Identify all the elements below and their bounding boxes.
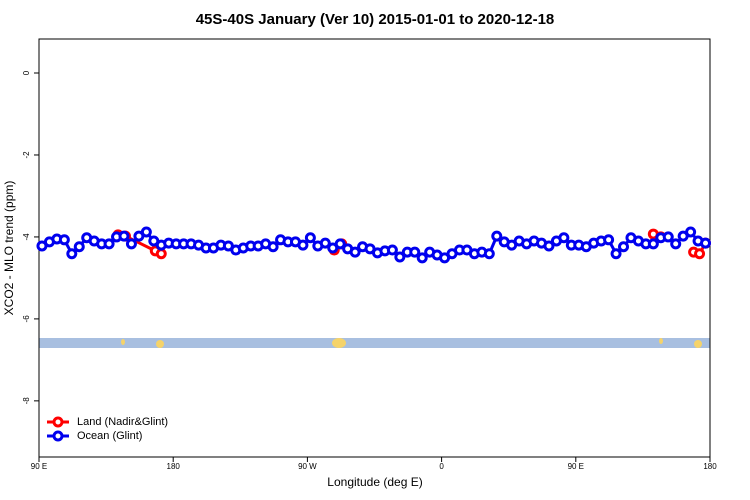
x-tick-label: 180 [703,462,717,471]
point [416,252,428,264]
point [685,226,697,238]
x-tick-label: 180 [167,462,181,471]
legend-marker [52,430,64,442]
point [319,237,331,249]
legend-label: Land (Nadir&Glint) [77,416,168,428]
y-tick-label: 0 [22,70,31,75]
land-spot [694,340,702,348]
x-tick-label: 90 W [298,462,317,471]
x-tick-label: 90 E [31,462,47,471]
y-axis-label: XCO2 - MLO trend (ppm) [2,181,16,316]
x-axis-label: Longitude (deg E) [327,475,422,489]
point [334,238,346,250]
point [694,248,706,260]
point [349,246,361,258]
y-tick-label: -6 [22,315,31,323]
point [543,240,555,252]
point [670,238,682,250]
point [140,226,152,238]
land-spot [121,339,125,345]
point [662,231,674,243]
land-spot [332,338,346,348]
y-tick-label: -4 [22,233,31,241]
x-tick-label: 90 E [568,462,584,471]
point [394,251,406,263]
point [618,241,630,253]
point [610,248,622,260]
strip [39,338,710,348]
point [58,234,70,246]
point [125,238,137,250]
point [409,246,421,258]
point [103,238,115,250]
surface-strip [39,338,710,348]
point [267,241,279,253]
point [491,230,503,242]
point [558,232,570,244]
point [155,248,167,260]
point [66,248,78,260]
legend-label: Ocean (Glint) [77,430,142,442]
point [297,239,309,251]
y-tick-label: -8 [22,397,31,405]
chart-title: 45S-40S January (Ver 10) 2015-01-01 to 2… [196,11,555,28]
point [647,238,659,250]
point [118,230,130,242]
legend-marker [52,416,64,428]
point [483,248,495,260]
x-tick-label: 0 [439,462,444,471]
point [700,237,712,249]
point [73,241,85,253]
point [386,244,398,256]
land-spot [156,340,164,348]
point [304,232,316,244]
point [603,234,615,246]
land-spot [659,338,663,344]
y-tick-label: -2 [22,151,31,159]
